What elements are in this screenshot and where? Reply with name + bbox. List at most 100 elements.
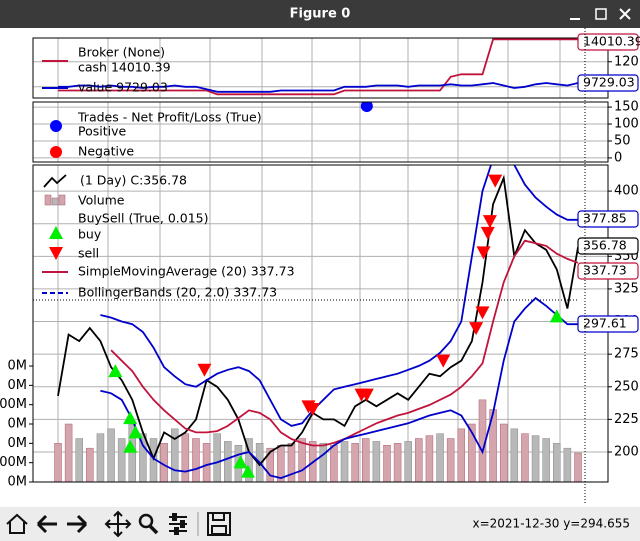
volume-tick-label: 0M: [8, 475, 28, 490]
sell-marker: [197, 363, 212, 377]
series-line: [58, 38, 578, 96]
buy-marker: [240, 464, 255, 478]
y-tick-label: 400: [614, 184, 639, 199]
buy-marker: [123, 439, 138, 453]
legend-text: cash 14010.39: [78, 60, 171, 75]
volume-bar: [181, 433, 190, 482]
last-value-label: 9729.03: [583, 75, 635, 90]
legend-text: BuySell (True, 0.015): [78, 211, 208, 226]
volume-tick-label: 0M: [8, 436, 28, 451]
sell-marker: [475, 306, 490, 320]
volume-tick-label: 00M: [0, 397, 27, 412]
volume-bar: [457, 428, 466, 482]
plot-area: [33, 102, 608, 162]
volume-bar: [542, 438, 550, 482]
y-tick-label: 120: [614, 54, 639, 69]
sell-marker: [482, 215, 497, 229]
zoom-button[interactable]: [138, 513, 154, 529]
last-value-label: 297.61: [583, 316, 627, 331]
volume-bar: [202, 443, 211, 482]
forward-button[interactable]: [67, 514, 88, 534]
buy-marker: [123, 411, 138, 425]
close[interactable]: [619, 8, 631, 20]
volume-bar: [563, 447, 572, 482]
y-tick-label: 50: [614, 133, 631, 148]
volume-bar: [224, 441, 232, 482]
pan-button[interactable]: [104, 510, 132, 538]
volume-tick-label: 0M: [8, 359, 28, 374]
legend-text: (1 Day) C:356.78: [80, 173, 187, 188]
legend-swatch: [50, 120, 62, 132]
volume-bar: [340, 441, 349, 482]
last-value-box: [577, 33, 639, 51]
legend-swatch: [44, 194, 52, 206]
sell-marker: [305, 402, 320, 416]
volume-bar: [192, 438, 200, 482]
volume-bar: [75, 438, 83, 482]
volume-bar: [170, 428, 179, 482]
last-value-label: 356.78: [583, 238, 627, 253]
status-text: x=2021-12-30 y=294.655: [473, 517, 631, 531]
legend-text: Volume: [78, 193, 125, 208]
volume-bar: [54, 443, 62, 482]
last-value-box: [577, 262, 639, 280]
volume-bar: [298, 438, 306, 482]
volume-bar: [319, 443, 328, 482]
last-value-box: [577, 74, 639, 92]
series-line: [100, 296, 578, 480]
last-value-label: 377.85: [583, 211, 627, 226]
sell-marker: [436, 354, 451, 368]
legend-text: buy: [78, 227, 102, 242]
legend-text: Broker (None): [78, 45, 165, 60]
volume-bar: [404, 441, 412, 482]
buy-marker: [128, 425, 143, 439]
volume-bar: [531, 435, 540, 482]
volume-tick-label: 0M: [8, 378, 28, 393]
volume-bar: [393, 443, 402, 482]
trade-point: [360, 102, 373, 113]
legend-text: sell: [78, 246, 99, 261]
sell-marker: [469, 322, 484, 336]
legend-text: Positive: [78, 124, 126, 139]
last-value-box: [577, 237, 639, 255]
volume-bar: [436, 433, 444, 482]
legend-swatch: [51, 197, 59, 206]
maximize[interactable]: [595, 8, 607, 20]
toolbar-icons: [6, 510, 231, 538]
volume-bar: [372, 441, 381, 482]
legend-text: Negative: [78, 144, 134, 159]
legend-text: SimpleMovingAverage (20) 337.73: [78, 264, 295, 279]
legend-swatch: [43, 174, 67, 188]
plot-area: [33, 165, 608, 482]
y-tick-label: 225: [614, 412, 639, 427]
legend-text: BollingerBands (20, 2.0) 337.73: [78, 285, 277, 300]
volume-bar: [446, 438, 455, 482]
volume-bar: [117, 438, 126, 482]
back-button[interactable]: [36, 514, 57, 534]
volume-bar: [553, 443, 561, 482]
last-value-label: 337.73: [583, 263, 627, 278]
volume-bar: [510, 428, 519, 482]
y-tick-label: 200: [614, 444, 639, 459]
volume-bar: [86, 447, 94, 482]
sell-marker: [359, 388, 374, 402]
buy-marker: [108, 364, 123, 378]
last-value-label: 14010.39: [583, 34, 640, 49]
volume-tick-label: 00M: [0, 455, 27, 470]
volume-bar: [574, 452, 582, 482]
sell-marker: [476, 246, 491, 260]
volume-bar: [107, 428, 115, 482]
sell-marker: [488, 174, 503, 188]
legend-swatch: [50, 146, 62, 158]
title-bar: [0, 0, 640, 28]
legend-text: value 9729.03: [78, 80, 168, 95]
legend-swatch: [58, 194, 66, 206]
panel-frame: [32, 37, 609, 99]
volume-bar: [330, 445, 338, 482]
plot-area: [33, 38, 608, 98]
y-tick-label: 100: [614, 117, 639, 132]
volume-bar: [64, 423, 73, 482]
home-button[interactable]: [6, 513, 28, 534]
y-tick-label: 325: [614, 281, 639, 296]
